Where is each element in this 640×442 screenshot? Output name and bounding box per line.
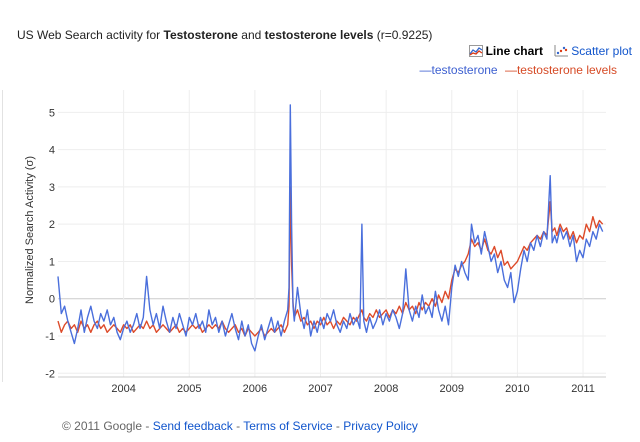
scatter-plot-label: Scatter plot xyxy=(571,44,632,58)
footer-separator: - xyxy=(332,419,344,433)
line-chart-tab[interactable]: Line chart xyxy=(468,44,543,58)
x-tick-label: 2005 xyxy=(177,383,201,395)
series-line-testosterone-levels xyxy=(57,186,604,337)
legend-item-testosterone: —testosterone xyxy=(419,63,498,77)
x-axis-ticks: 2004 2005 2006 2007 2008 2009 2010 2011 xyxy=(111,383,594,395)
y-tick-label: 4 xyxy=(49,145,55,157)
y-tick-label: 3 xyxy=(49,182,55,194)
x-tick-label: 2008 xyxy=(374,383,398,395)
x-tick-label: 2011 xyxy=(571,383,595,395)
title-prefix: US Web Search activity for xyxy=(17,28,164,42)
footer-separator: - xyxy=(142,419,153,433)
footer: © 2011 Google - Send feedback - Terms of… xyxy=(62,419,418,433)
scatter-plot-icon xyxy=(554,45,569,57)
title-and: and xyxy=(237,28,265,42)
y-tick-label: 1 xyxy=(49,256,55,268)
y-tick-label: -1 xyxy=(45,331,55,343)
footer-separator: - xyxy=(232,419,244,433)
y-tick-label: 2 xyxy=(49,219,55,231)
chart-legend: —testosterone —testosterone levels xyxy=(416,63,617,77)
send-feedback-link[interactable]: Send feedback xyxy=(152,419,233,433)
chart-view-tabs: Line chart Scatter plot xyxy=(461,44,632,60)
x-tick-label: 2009 xyxy=(440,383,464,395)
title-term-2: testosterone levels xyxy=(264,28,374,42)
panel-divider xyxy=(2,90,3,382)
y-axis-label: Normalized Search Activity (σ) xyxy=(24,156,36,304)
series-line-testosterone xyxy=(57,104,604,352)
scatter-plot-tab[interactable]: Scatter plot xyxy=(554,44,632,58)
series-lines xyxy=(57,104,604,352)
x-tick-label: 2010 xyxy=(505,383,529,395)
privacy-policy-link[interactable]: Privacy Policy xyxy=(343,419,418,433)
y-tick-label: 5 xyxy=(49,107,55,119)
terms-of-service-link[interactable]: Terms of Service xyxy=(243,419,333,433)
title-term-1: Testosterone xyxy=(163,28,238,42)
y-tick-label: 0 xyxy=(49,294,55,306)
title-correlation: (r=0.9225) xyxy=(373,28,433,42)
line-chart-label: Line chart xyxy=(485,44,543,58)
copyright-text: © 2011 Google xyxy=(62,419,143,433)
line-chart-icon xyxy=(468,45,483,57)
x-tick-label: 2007 xyxy=(308,383,332,395)
chart-title: US Web Search activity for Testosterone … xyxy=(17,28,432,42)
y-axis-ticks: -2 -1 0 1 2 3 4 5 xyxy=(45,107,55,380)
y-tick-label: -2 xyxy=(45,368,55,380)
gridlines xyxy=(58,90,606,378)
x-tick-label: 2006 xyxy=(243,383,267,395)
legend-item-testosterone-levels: —testosterone levels xyxy=(504,63,617,77)
x-tick-label: 2004 xyxy=(111,383,135,395)
